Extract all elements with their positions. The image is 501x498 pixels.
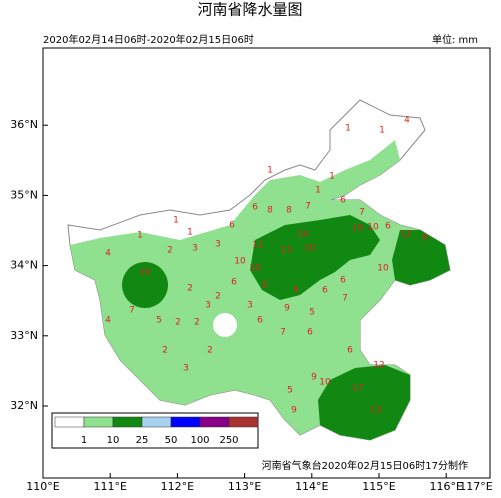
station-value: 10	[249, 264, 261, 274]
station-value: 6	[257, 316, 263, 326]
station-value: 8	[422, 234, 428, 244]
station-value: 9	[311, 373, 317, 383]
lat-label: 36°N	[10, 118, 38, 131]
station-value: 9	[284, 304, 290, 314]
station-value: 6	[252, 203, 258, 213]
station-value: 8	[293, 286, 299, 296]
lon-label: 116°E	[429, 480, 462, 493]
station-value: 7	[305, 202, 311, 212]
unit: 单位: mm	[432, 33, 478, 46]
station-value: 6	[322, 286, 328, 296]
legend-swatch	[54, 416, 85, 428]
station-value: 3	[247, 301, 253, 311]
legend-label: 10	[107, 435, 120, 446]
lat-label: 32°N	[10, 399, 38, 412]
legend-label: 100	[190, 435, 209, 446]
station-value: 1	[267, 166, 273, 176]
lon-label: 113°E	[228, 480, 261, 493]
station-value: 11	[252, 241, 263, 251]
station-value: 6	[229, 221, 235, 231]
station-value: 10	[234, 257, 246, 267]
station-value: 10	[377, 264, 389, 274]
station-value: 2	[194, 318, 200, 328]
station-value: 3	[192, 244, 198, 254]
station-value: 3	[205, 301, 211, 311]
legend-swatch	[170, 416, 201, 428]
legend: 1 10 25 50 100 250	[51, 412, 259, 449]
station-value: 12	[400, 230, 411, 240]
lon-label: 112°E	[161, 480, 194, 493]
station-value: 17	[352, 384, 363, 394]
station-value: 8	[286, 206, 292, 216]
station-value: 6	[231, 278, 237, 288]
station-value: 1	[379, 126, 385, 136]
station-value: 7	[342, 294, 348, 304]
station-value: 7	[280, 328, 286, 338]
legend-label: 50	[165, 435, 178, 446]
station-value: 10	[319, 378, 331, 388]
station-value: 4	[105, 316, 111, 326]
province	[67, 99, 451, 441]
station-value: 1	[329, 172, 335, 182]
legend-swatch	[83, 416, 114, 428]
station-value: 5	[156, 316, 162, 326]
station-value: 10	[139, 268, 151, 278]
lon-label: 115°E	[362, 480, 395, 493]
station-value: 2	[215, 292, 221, 302]
station-value: 6	[307, 328, 313, 338]
station-value: 14	[297, 230, 309, 240]
legend-swatch	[112, 416, 143, 428]
station-value: 6	[340, 196, 346, 206]
map-title: 河南省降水量图	[197, 1, 302, 19]
footer: 河南省气象台2020年02月15日06时17分制作	[262, 459, 468, 472]
station-value: 5	[309, 308, 315, 318]
station-value: 3	[215, 240, 221, 250]
station-value: 1	[315, 186, 321, 196]
station-value: 2	[175, 318, 181, 328]
station-value: 10	[352, 224, 364, 234]
station-value: 7	[359, 208, 365, 218]
legend-label: 250	[219, 435, 238, 446]
station-value: 6	[340, 276, 346, 286]
station-value: 9	[291, 406, 297, 416]
station-value: 2	[187, 284, 193, 294]
legend-label: 25	[136, 435, 149, 446]
station-value: 6	[385, 222, 391, 232]
legend-swatch	[199, 416, 230, 428]
station-value: 5	[287, 386, 293, 396]
lat-label: 34°N	[10, 259, 38, 272]
lat-label: 33°N	[10, 329, 38, 342]
station-value: 4	[105, 249, 111, 259]
station-value: 4	[404, 116, 410, 126]
station-value: 1	[173, 216, 179, 226]
station-value: 6	[347, 346, 353, 356]
station-value: 1	[137, 231, 143, 241]
period: 2020年02月14日06时-2020年02月15日06时	[43, 33, 254, 46]
station-value: 6	[262, 281, 268, 291]
station-value: 3	[183, 364, 189, 374]
legend-swatch	[228, 416, 259, 428]
legend-label: 1	[81, 435, 87, 446]
lon-label: 111°E	[93, 480, 126, 493]
lon-label: 114°E	[295, 480, 328, 493]
lon-label: 110°E	[26, 480, 59, 493]
legend-swatch	[141, 416, 172, 428]
lat-label: 35°N	[10, 188, 38, 201]
station-value: 8	[267, 206, 273, 216]
station-value: 13	[370, 406, 381, 416]
station-value: 13	[280, 246, 291, 256]
station-value: 10	[367, 223, 379, 233]
station-value: 2	[162, 346, 168, 356]
station-value: 10	[304, 244, 316, 254]
station-value: 1	[187, 228, 193, 238]
station-value: 12	[373, 361, 384, 371]
station-value: 2	[207, 346, 213, 356]
lon-label: 117°E	[459, 480, 492, 493]
station-value: 2	[167, 246, 173, 256]
station-value: 7	[129, 306, 135, 316]
station-value: 1	[345, 124, 351, 134]
